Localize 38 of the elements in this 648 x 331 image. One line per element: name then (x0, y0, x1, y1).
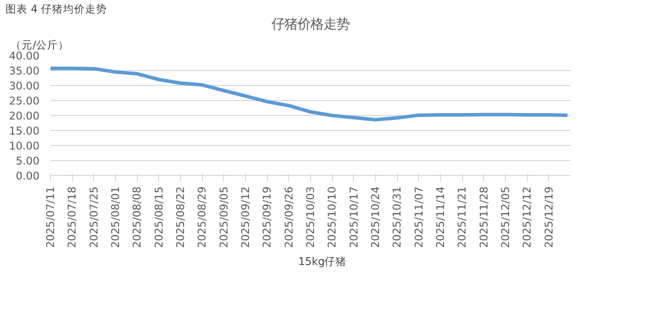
x-tick-label: 2025/12/19 (542, 186, 556, 248)
y-tick-label: 35.00 (8, 64, 40, 78)
x-tick-label: 2025/11/07 (412, 186, 426, 248)
x-tick-label: 2025/12/12 (520, 186, 534, 248)
x-tick-label: 2025/10/17 (347, 186, 360, 248)
y-tick-label: 5.00 (16, 154, 40, 168)
x-tick-label: 2025/08/01 (109, 186, 122, 248)
x-tick-label: 2025/10/03 (304, 186, 317, 248)
text: 15kg仔猪 (298, 255, 347, 269)
x-tick-label: 2025/08/22 (174, 186, 187, 248)
x-tick-label: 2025/07/11 (44, 186, 57, 248)
y-tick-label: 25.00 (8, 94, 40, 108)
y-tick-label: 20.00 (8, 110, 40, 122)
x-tick-label: 2025/07/18 (66, 186, 79, 248)
x-tick-label: 2025/09/12 (239, 186, 252, 248)
line-series (50, 66, 570, 122)
y-tick-label: 30.00 (8, 80, 40, 92)
x-tick-label: 2025/09/05 (217, 186, 230, 248)
x-tick-label: 2025/10/31 (390, 186, 404, 248)
x-tick-label: 2025/10/24 (369, 186, 382, 248)
x-tick-label: 2025/11/28 (477, 186, 490, 248)
x-tick-label: 2025/12/05 (499, 186, 512, 248)
x-tick-label: 2025/11/14 (434, 186, 447, 248)
x-tick-label: 2025/08/15 (152, 186, 166, 248)
chart-title: 仔猪价格走势 (272, 18, 350, 32)
x-tick-label: 2025/09/19 (260, 186, 274, 248)
x-tick-label: 2025/07/25 (87, 186, 100, 248)
x-tick-label: 2025/11/21 (456, 186, 469, 248)
y-tick-label: 10.00 (8, 140, 40, 152)
text: 图表 4 仔猪均价走势 (6, 2, 108, 16)
y-tick-label: 0.00 (16, 170, 40, 182)
x-tick-label: 2025/08/29 (196, 186, 209, 248)
x-tick-label: 2025/09/26 (282, 186, 296, 248)
y-tick-label: 40.00 (8, 50, 40, 62)
x-tick-label: 2025/08/08 (130, 186, 144, 248)
y-axis-title: （元/公斤） (10, 38, 70, 52)
x-tick-label: 2025/10/10 (326, 186, 339, 248)
y-tick-label: 15.00 (8, 124, 40, 138)
